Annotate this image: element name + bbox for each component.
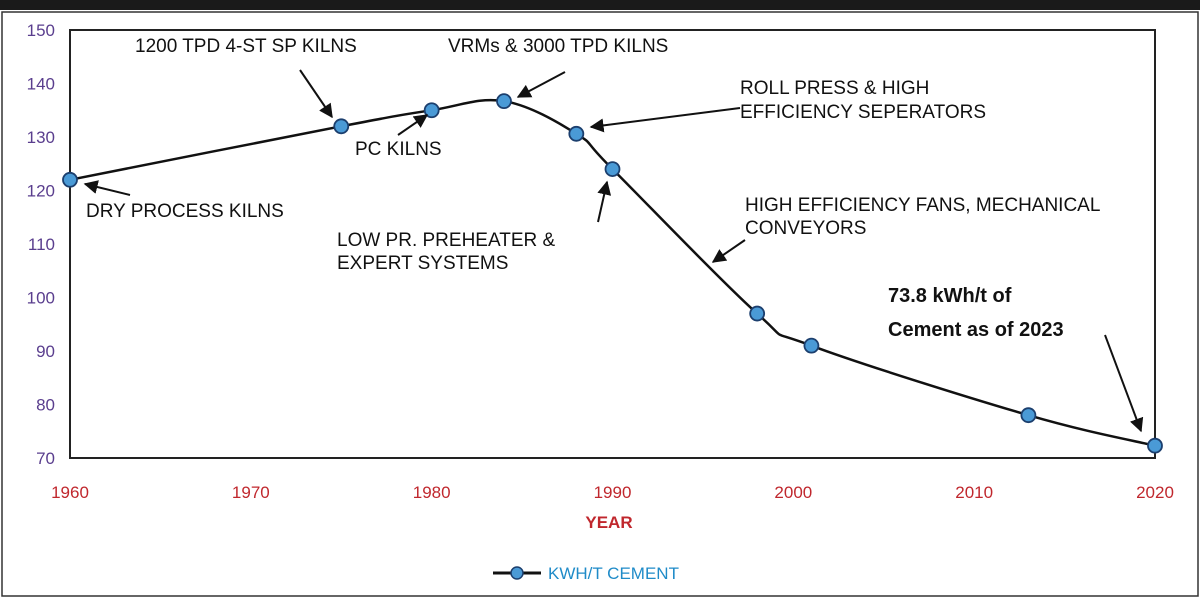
annotation-arrow <box>397 114 429 136</box>
data-point <box>62 171 78 188</box>
x-tick-label: 2010 <box>955 483 993 502</box>
x-tick-label: 1970 <box>232 483 270 502</box>
y-tick-label: 130 <box>27 128 55 147</box>
data-point <box>1147 437 1163 454</box>
y-tick-label: 70 <box>36 449 55 468</box>
y-tick-label: 140 <box>27 75 55 94</box>
x-tick-label: 1990 <box>594 483 632 502</box>
x-axis-label: YEAR <box>585 513 632 532</box>
y-tick-label: 80 <box>36 396 55 415</box>
annotation-text: VRMs & 3000 TPD KILNS <box>448 36 668 57</box>
annotation-text: PC KILNS <box>355 139 442 160</box>
annotation-text: 1200 TPD 4-ST SP KILNS <box>135 36 357 57</box>
annotation-text: EXPERT SYSTEMS <box>337 253 508 274</box>
data-point <box>1020 407 1037 424</box>
y-tick-label: 90 <box>36 342 55 361</box>
y-tick-label: 110 <box>28 235 55 254</box>
x-tick-label: 1960 <box>51 483 89 502</box>
annotation-arrow <box>1104 334 1144 433</box>
outer-frame <box>1 11 1199 597</box>
axes: 70 80 90 100 110 120 130 140 150 1960 1970 1980 1990… <box>27 21 1174 502</box>
x-tick-label: 2020 <box>1136 483 1174 502</box>
y-tick-label: 120 <box>27 182 55 201</box>
annotation-text: Cement as of 2023 <box>888 319 1064 341</box>
legend: KWH/T CEMENT <box>493 564 679 583</box>
annotation-arrow <box>516 71 566 98</box>
annotation-text: ROLL PRESS & HIGH <box>740 78 929 99</box>
data-point <box>333 118 350 135</box>
annotation-arrow <box>589 107 741 133</box>
legend-marker <box>510 566 524 580</box>
x-tick-label: 1980 <box>413 483 451 502</box>
annotation-text: CONVEYORS <box>745 218 866 239</box>
series-line <box>62 93 1163 454</box>
annotation-arrow <box>299 69 333 119</box>
annotation-text: HIGH EFFICIENCY FANS, MECHANICAL <box>745 195 1100 216</box>
data-point <box>496 93 512 110</box>
legend-label: KWH/T CEMENT <box>548 564 679 583</box>
data-point <box>604 161 621 178</box>
annotation-text: 73.8 kWh/t of <box>888 285 1012 307</box>
annotation-arrow <box>711 239 746 263</box>
y-tick-label: 100 <box>27 289 55 308</box>
y-tick-label: 150 <box>27 21 55 40</box>
data-point <box>423 102 440 119</box>
top-border <box>0 0 1200 10</box>
annotation-text: DRY PROCESS KILNS <box>86 201 284 222</box>
series-line-path <box>69 98 1156 447</box>
plot-frame <box>69 29 1156 459</box>
annotation-arrow <box>83 180 131 196</box>
data-point <box>568 125 585 142</box>
data-point <box>749 305 766 322</box>
x-tick-label: 2000 <box>774 483 812 502</box>
annotation-text: EFFICIENCY SEPERATORS <box>740 102 986 123</box>
annotation-arrow <box>597 180 612 223</box>
annotation-text: LOW PR. PREHEATER & <box>337 230 556 251</box>
annotations: DRY PROCESS KILNS 1200 TPD 4-ST SP KILNS P… <box>83 36 1144 433</box>
data-point <box>803 337 820 354</box>
